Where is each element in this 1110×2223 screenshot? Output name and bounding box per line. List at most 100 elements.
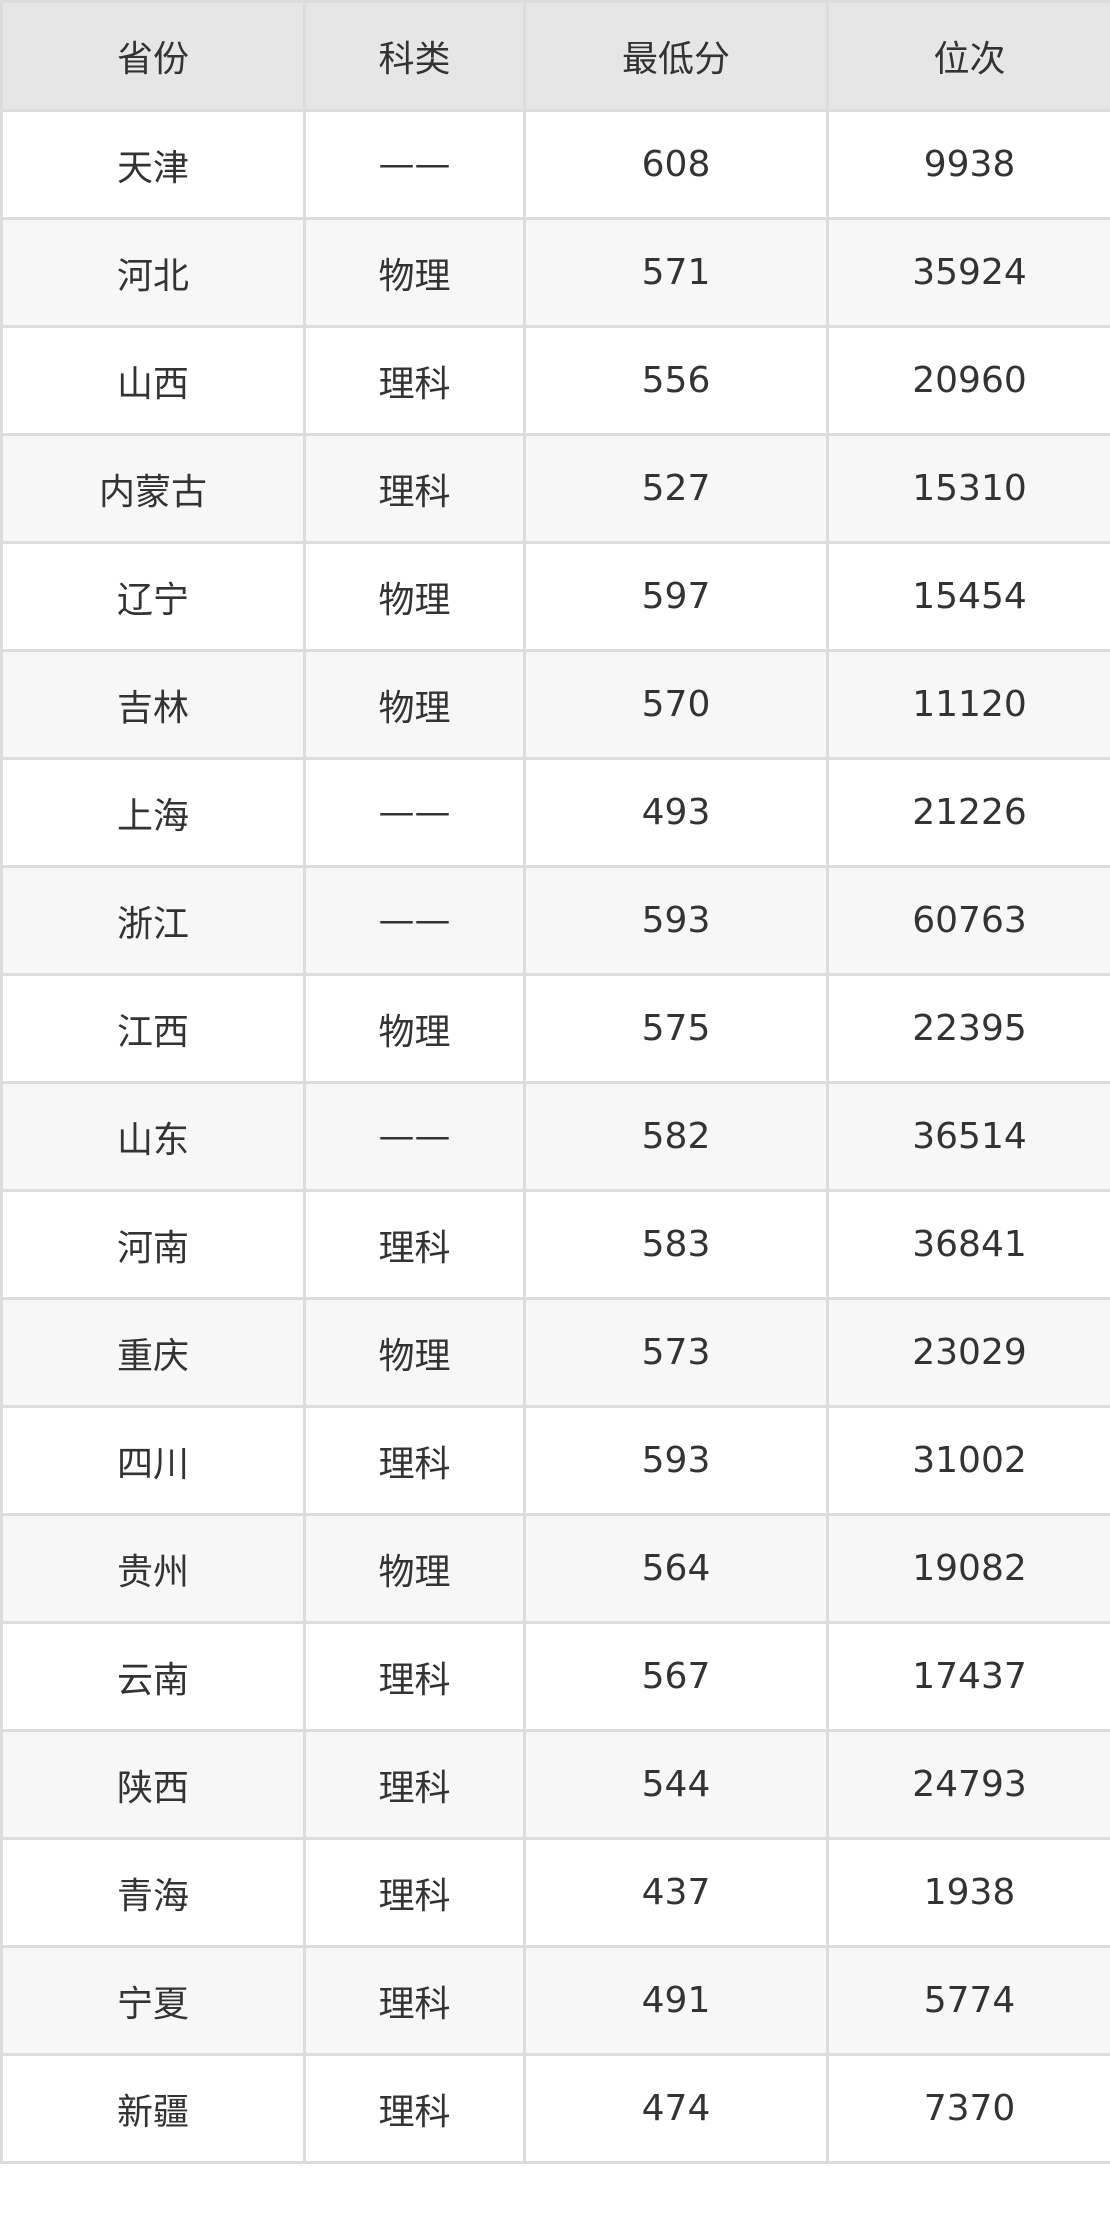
table-row: 山西 理科 556 20960 [0,325,1110,436]
cell-province: 重庆 [0,1297,306,1408]
cell-province: 上海 [0,757,306,868]
table-row: 上海 —— 493 21226 [0,757,1110,868]
table-row: 重庆 物理 573 23029 [0,1297,1110,1408]
table-row: 新疆 理科 474 7370 [0,2053,1110,2164]
cell-rank: 36514 [826,1081,1110,1192]
cell-min-score: 582 [523,1081,829,1192]
table-row: 江西 物理 575 22395 [0,973,1110,1084]
cell-province: 山东 [0,1081,306,1192]
cell-province: 云南 [0,1621,306,1732]
cell-province: 内蒙古 [0,433,306,544]
cell-rank: 15310 [826,433,1110,544]
cell-subject: 理科 [303,1837,526,1948]
cell-subject: 物理 [303,541,526,652]
cell-min-score: 567 [523,1621,829,1732]
cell-province: 新疆 [0,2053,306,2164]
table-row: 浙江 —— 593 60763 [0,865,1110,976]
cell-subject: 物理 [303,217,526,328]
cell-min-score: 570 [523,649,829,760]
header-rank: 位次 [826,0,1110,112]
cell-min-score: 491 [523,1945,829,2056]
cell-province: 贵州 [0,1513,306,1624]
cell-min-score: 474 [523,2053,829,2164]
table-row: 山东 —— 582 36514 [0,1081,1110,1192]
cell-rank: 9938 [826,109,1110,220]
cell-rank: 21226 [826,757,1110,868]
cell-rank: 60763 [826,865,1110,976]
cell-min-score: 544 [523,1729,829,1840]
cell-min-score: 564 [523,1513,829,1624]
table-row: 贵州 物理 564 19082 [0,1513,1110,1624]
cell-subject: 物理 [303,1297,526,1408]
cell-min-score: 583 [523,1189,829,1300]
cell-rank: 36841 [826,1189,1110,1300]
header-province: 省份 [0,0,306,112]
cell-rank: 35924 [826,217,1110,328]
table-row: 辽宁 物理 597 15454 [0,541,1110,652]
cell-rank: 23029 [826,1297,1110,1408]
table-row: 河北 物理 571 35924 [0,217,1110,328]
table-row: 云南 理科 567 17437 [0,1621,1110,1732]
cell-min-score: 493 [523,757,829,868]
cell-min-score: 437 [523,1837,829,1948]
cell-province: 青海 [0,1837,306,1948]
table-row: 河南 理科 583 36841 [0,1189,1110,1300]
cell-province: 江西 [0,973,306,1084]
cell-min-score: 556 [523,325,829,436]
cell-subject: 理科 [303,1729,526,1840]
cell-rank: 17437 [826,1621,1110,1732]
table-row: 四川 理科 593 31002 [0,1405,1110,1516]
cell-subject: 物理 [303,1513,526,1624]
cell-subject: 物理 [303,973,526,1084]
cell-subject: 理科 [303,1405,526,1516]
score-table: 省份 科类 最低分 位次 天津 —— 608 9938 河北 物理 571 35924 山西 理科… [0,0,1110,2164]
cell-subject: 理科 [303,1945,526,2056]
cell-subject: 理科 [303,2053,526,2164]
table-row: 天津 —— 608 9938 [0,109,1110,220]
cell-subject: 理科 [303,1189,526,1300]
cell-province: 辽宁 [0,541,306,652]
cell-min-score: 608 [523,109,829,220]
header-min-score: 最低分 [523,0,829,112]
cell-province: 吉林 [0,649,306,760]
cell-min-score: 593 [523,865,829,976]
cell-min-score: 597 [523,541,829,652]
cell-min-score: 573 [523,1297,829,1408]
cell-rank: 20960 [826,325,1110,436]
cell-rank: 31002 [826,1405,1110,1516]
cell-subject: —— [303,109,526,220]
cell-province: 宁夏 [0,1945,306,2056]
cell-province: 天津 [0,109,306,220]
header-subject: 科类 [303,0,526,112]
cell-province: 浙江 [0,865,306,976]
table-row: 陕西 理科 544 24793 [0,1729,1110,1840]
cell-province: 四川 [0,1405,306,1516]
cell-subject: —— [303,865,526,976]
cell-subject: 理科 [303,325,526,436]
cell-rank: 24793 [826,1729,1110,1840]
table-row: 吉林 物理 570 11120 [0,649,1110,760]
cell-rank: 1938 [826,1837,1110,1948]
table-row: 宁夏 理科 491 5774 [0,1945,1110,2056]
cell-min-score: 527 [523,433,829,544]
cell-subject: 理科 [303,433,526,544]
cell-subject: 理科 [303,1621,526,1732]
cell-min-score: 571 [523,217,829,328]
table-row: 内蒙古 理科 527 15310 [0,433,1110,544]
cell-subject: —— [303,1081,526,1192]
cell-province: 山西 [0,325,306,436]
cell-province: 河北 [0,217,306,328]
table-row: 青海 理科 437 1938 [0,1837,1110,1948]
cell-rank: 11120 [826,649,1110,760]
cell-rank: 5774 [826,1945,1110,2056]
cell-subject: 物理 [303,649,526,760]
cell-rank: 22395 [826,973,1110,1084]
cell-province: 河南 [0,1189,306,1300]
cell-rank: 15454 [826,541,1110,652]
table-header-row: 省份 科类 最低分 位次 [0,0,1110,112]
cell-min-score: 593 [523,1405,829,1516]
cell-subject: —— [303,757,526,868]
cell-rank: 7370 [826,2053,1110,2164]
cell-min-score: 575 [523,973,829,1084]
cell-province: 陕西 [0,1729,306,1840]
